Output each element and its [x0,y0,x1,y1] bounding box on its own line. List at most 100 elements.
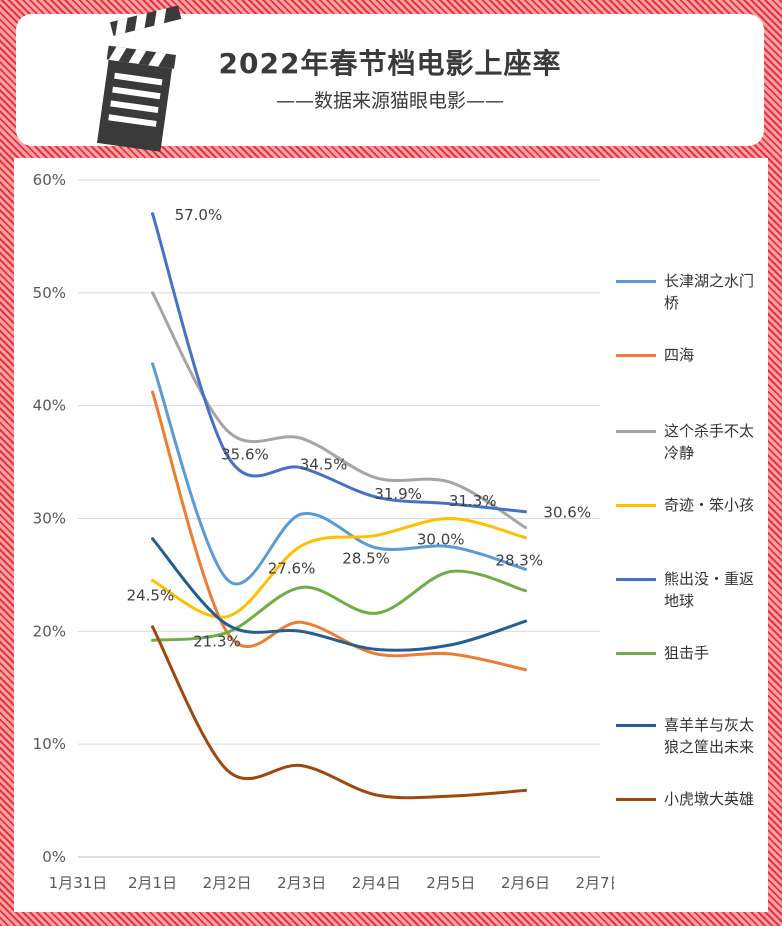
legend-swatch [616,724,656,727]
series-point-4 [225,615,229,619]
series-point-4 [523,536,527,540]
series-point-2 [374,652,378,656]
y-tick-label: 40% [33,397,66,415]
legend-swatch [616,504,656,507]
legend-label: 喜羊羊与灰太狼之筐出未来 [664,716,755,756]
series-point-6 [374,611,378,615]
data-label: 27.6% [268,560,316,578]
series-point-3 [225,428,229,432]
series-point-1 [449,545,453,549]
series-point-5 [300,466,304,470]
legend-label: 小虎墩大英雄 [664,790,755,808]
series-point-3 [449,480,453,484]
series-point-8 [374,793,378,797]
x-tick-label: 1月31日 [49,874,108,892]
legend-swatch [616,578,656,581]
y-tick-label: 60% [33,171,66,189]
series-point-6 [449,570,453,574]
x-tick-label: 2月2日 [203,874,252,892]
y-tick-label: 30% [33,510,66,528]
chart-legend: 长津湖之水门桥四海这个杀手不太冷静奇迹・笨小孩熊出没・重返地球狙击手喜羊羊与灰太… [614,158,768,912]
series-line-4 [151,516,527,619]
series-point-2 [449,652,453,656]
series-point-8 [225,768,229,772]
y-tick-label: 10% [33,735,66,753]
series-point-6 [225,630,229,634]
series-point-2 [523,668,527,672]
y-tick-label: 20% [33,622,66,640]
legend-label: 奇迹・笨小孩 [664,496,755,514]
page-title: 2022年春节档电影上座率 [218,47,562,80]
series-point-1 [374,546,378,550]
legend-swatch [616,652,656,655]
series-point-1 [225,577,229,581]
data-label: 30.6% [543,504,591,522]
series-point-3 [300,436,304,440]
series-point-5 [374,495,378,499]
series-point-8 [449,794,453,798]
series-point-7 [300,629,304,633]
data-label: 30.0% [417,531,465,549]
legend-swatch [616,798,656,801]
series-point-7 [151,537,155,541]
x-tick-label: 2月5日 [426,874,475,892]
series-point-4 [374,533,378,537]
series-point-5 [225,453,229,457]
x-tick-label: 2月1日 [128,874,177,892]
data-label: 35.6% [221,445,269,463]
x-tick-label: 2月3日 [277,874,326,892]
series-point-7 [374,647,378,651]
series-point-3 [374,476,378,480]
series-point-8 [523,788,527,792]
x-tick-label: 2月4日 [352,874,401,892]
legend-label: 狙击手 [664,644,710,662]
legend-label: 长津湖之水门桥 [664,272,755,312]
chart-card: 0% 10% 20% 30% 40% 50% 60% 1月31日 2月1日 2月2日 2月3日 2月4… [14,158,768,912]
data-label: 24.5% [127,587,175,605]
x-tick-label: 2月7日 [575,874,614,892]
y-tick-label: 50% [33,284,66,302]
series-point-1 [523,567,527,571]
series-line-2 [151,390,527,672]
series-point-1 [300,512,304,516]
series-point-6 [151,638,155,642]
legend-label: 这个杀手不太冷静 [664,422,755,462]
legend-swatch [616,430,656,433]
series-point-2 [300,620,304,624]
data-label: 31.3% [449,492,497,510]
legend-swatch [616,280,656,283]
series-line-1 [151,362,527,586]
series-point-5 [449,502,453,506]
series-point-2 [151,390,155,394]
legend-swatch [616,354,656,357]
legend-label: 熊出没・重返地球 [664,570,755,610]
page-subtitle: ——数据来源猫眼电影—— [275,90,504,112]
series-point-3 [151,291,155,295]
series-line-7 [151,537,527,652]
series-point-6 [300,585,304,589]
series-line-6 [151,569,527,642]
series-point-4 [449,517,453,520]
data-label: 21.3% [193,633,241,651]
legend-label: 四海 [664,346,695,364]
series-point-6 [523,589,527,593]
data-label: 28.3% [495,552,543,570]
series-point-7 [225,623,229,627]
series-point-8 [300,764,304,768]
series-point-4 [151,579,155,583]
x-tick-label: 2月6日 [501,874,550,892]
series-line-8 [151,625,527,800]
line-chart: 0% 10% 20% 30% 40% 50% 60% 1月31日 2月1日 2月2日 2月3日 2月4… [33,171,614,892]
series-point-1 [151,362,155,366]
series-point-5 [523,510,527,514]
clapperboard-icon [96,6,182,152]
y-tick-label: 0% [42,848,66,866]
data-label: 28.5% [342,549,390,567]
series-point-7 [523,619,527,623]
data-label: 57.0% [175,206,223,224]
series-point-5 [151,212,155,216]
series-point-7 [449,643,453,647]
data-label: 34.5% [300,456,348,474]
series-point-8 [151,625,155,629]
series-point-3 [523,526,527,530]
